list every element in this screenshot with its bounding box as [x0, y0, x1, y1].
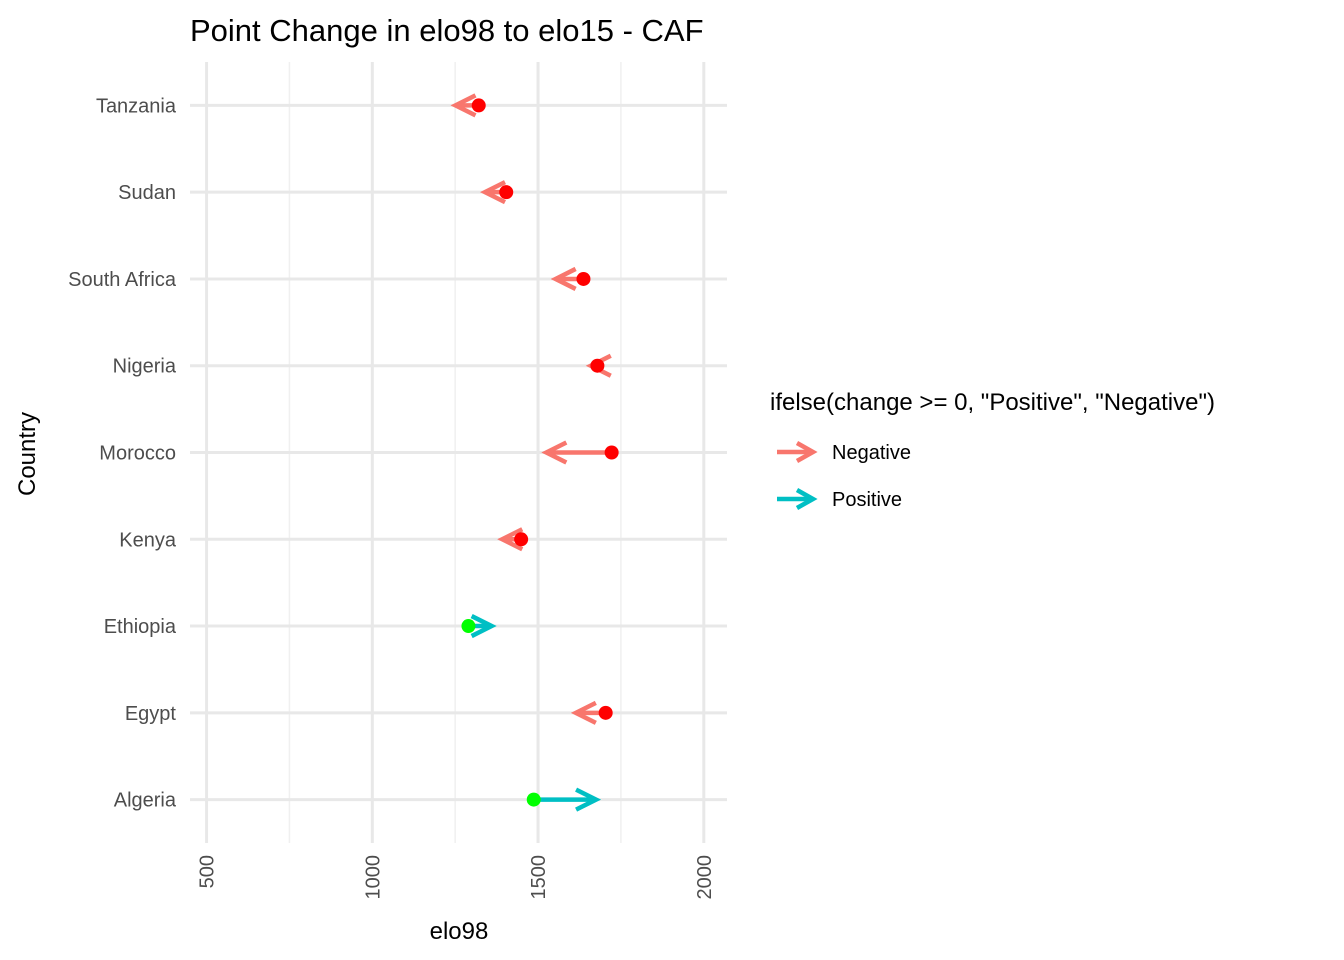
arrow-algeria — [533, 787, 602, 812]
point-algeria — [526, 792, 541, 807]
point-morocco — [604, 445, 619, 460]
x-axis-ticks: 500 1000 1500 2000 — [197, 855, 716, 900]
x-tick-label: 500 — [197, 855, 219, 888]
arrow-morocco — [541, 440, 612, 465]
legend: ifelse(change >= 0, "Positive", "Negativ… — [770, 389, 1215, 511]
grid — [190, 62, 727, 843]
legend-key-head — [795, 441, 818, 463]
legend-items: Negative Positive — [777, 441, 911, 511]
y-tick-label: Algeria — [114, 790, 177, 812]
x-tick-label: 2000 — [694, 855, 716, 900]
arrow-head — [470, 614, 497, 639]
legend-label: Positive — [832, 489, 902, 511]
point-nigeria — [590, 358, 605, 373]
arrow-head — [541, 440, 568, 465]
arrow-head — [450, 93, 477, 118]
y-tick-label: Tanzania — [96, 95, 177, 117]
y-tick-label: South Africa — [68, 269, 177, 291]
y-tick-label: Sudan — [118, 182, 176, 204]
y-axis-ticks: Algeria Egypt Ethiopia Kenya Morocco Nigeria S… — [68, 95, 177, 811]
point-ethiopia — [461, 619, 476, 634]
point-tanzania — [471, 98, 486, 113]
x-axis-title: elo98 — [430, 918, 489, 945]
data-marks — [450, 93, 619, 812]
y-tick-label: Egypt — [125, 703, 177, 725]
point-sudan — [499, 185, 514, 200]
legend-key-head — [795, 488, 818, 510]
x-tick-label: 1000 — [362, 855, 384, 900]
arrow-head — [479, 180, 507, 205]
x-tick-label: 1500 — [528, 855, 550, 900]
arrow-head — [570, 700, 597, 725]
y-tick-label: Kenya — [119, 529, 177, 551]
point-egypt — [598, 705, 613, 720]
arrow-head — [497, 527, 524, 552]
y-tick-label: Nigeria — [113, 356, 177, 378]
y-tick-label: Morocco — [99, 443, 176, 465]
legend-title: ifelse(change >= 0, "Positive", "Negativ… — [770, 389, 1215, 416]
arrow-head — [575, 787, 602, 812]
point-south-africa — [576, 271, 591, 286]
y-axis-title: Country — [14, 412, 41, 496]
chart-title: Point Change in elo98 to elo15 - CAF — [190, 13, 704, 48]
legend-item-positive: Positive — [777, 488, 902, 511]
arrow-head — [550, 266, 577, 291]
legend-item-negative: Negative — [777, 441, 911, 464]
y-tick-label: Ethiopia — [104, 616, 177, 638]
point-kenya — [514, 532, 529, 547]
legend-label: Negative — [832, 442, 911, 464]
